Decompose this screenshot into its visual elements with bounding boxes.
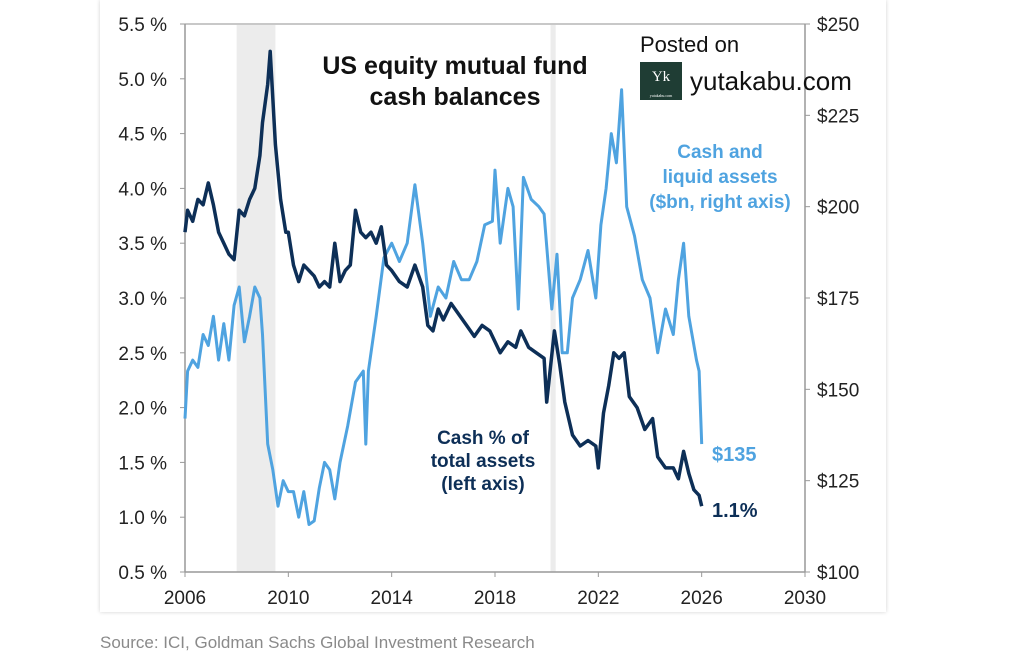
y-tick-label-left: 4.5 % xyxy=(118,125,167,146)
y-tick-label-left: 0.5 % xyxy=(118,563,167,584)
end-label-cash-assets: $135 xyxy=(712,444,757,466)
x-tick-label: 2006 xyxy=(164,588,206,609)
y-tick-label-right: $150 xyxy=(817,380,859,401)
x-tick-label: 2018 xyxy=(474,588,516,609)
x-tick-label: 2022 xyxy=(577,588,619,609)
y-tick-label-left: 2.0 % xyxy=(118,399,167,420)
series-label-cash-pct: Cash % of xyxy=(437,428,530,449)
y-tick-label-left: 3.0 % xyxy=(118,289,167,310)
y-tick-label-right: $225 xyxy=(817,106,859,127)
series-label-cash-assets: Cash and xyxy=(677,142,763,163)
site-name: yutakabu.com xyxy=(690,65,852,96)
y-tick-label-left: 3.5 % xyxy=(118,234,167,255)
end-label-cash-pct: 1.1% xyxy=(712,500,758,522)
series-label-cash-pct: (left axis) xyxy=(441,474,524,495)
series-label-cash-assets: liquid assets xyxy=(662,167,777,188)
watermark: Posted on Yk yutakabu.com yutakabu.com xyxy=(640,32,852,100)
recession-shade xyxy=(236,24,276,572)
x-tick-label: 2010 xyxy=(267,588,309,609)
y-tick-label-right: $250 xyxy=(817,15,859,36)
posted-on-text: Posted on xyxy=(640,32,740,57)
source-note: Source: ICI, Goldman Sachs Global Invest… xyxy=(100,633,535,652)
y-tick-label-left: 2.5 % xyxy=(118,344,167,365)
chart-title-line2: cash balances xyxy=(370,83,541,111)
y-tick-label-right: $100 xyxy=(817,563,859,584)
y-tick-label-left: 1.0 % xyxy=(118,508,167,529)
chart-panel xyxy=(100,0,886,612)
y-tick-label-right: $175 xyxy=(817,289,859,310)
y-tick-label-left: 4.0 % xyxy=(118,179,167,200)
y-tick-label-right: $200 xyxy=(817,198,859,219)
yutakabu-logo-icon: Yk yutakabu.com xyxy=(640,62,682,100)
y-tick-label-left: 5.5 % xyxy=(118,15,167,36)
series-label-cash-assets: ($bn, right axis) xyxy=(649,192,790,213)
x-tick-label: 2014 xyxy=(371,588,414,609)
y-tick-label-right: $125 xyxy=(817,472,859,493)
series-label-cash-pct: total assets xyxy=(431,451,536,472)
series-line-right xyxy=(183,88,704,526)
y-tick-label-left: 1.5 % xyxy=(118,453,167,474)
chart-title-line1: US equity mutual fund xyxy=(322,52,587,80)
x-tick-label: 2026 xyxy=(681,588,723,609)
y-tick-label-left: 5.0 % xyxy=(118,70,167,91)
series-line-left xyxy=(183,49,704,507)
x-tick-label: 2030 xyxy=(784,588,826,609)
